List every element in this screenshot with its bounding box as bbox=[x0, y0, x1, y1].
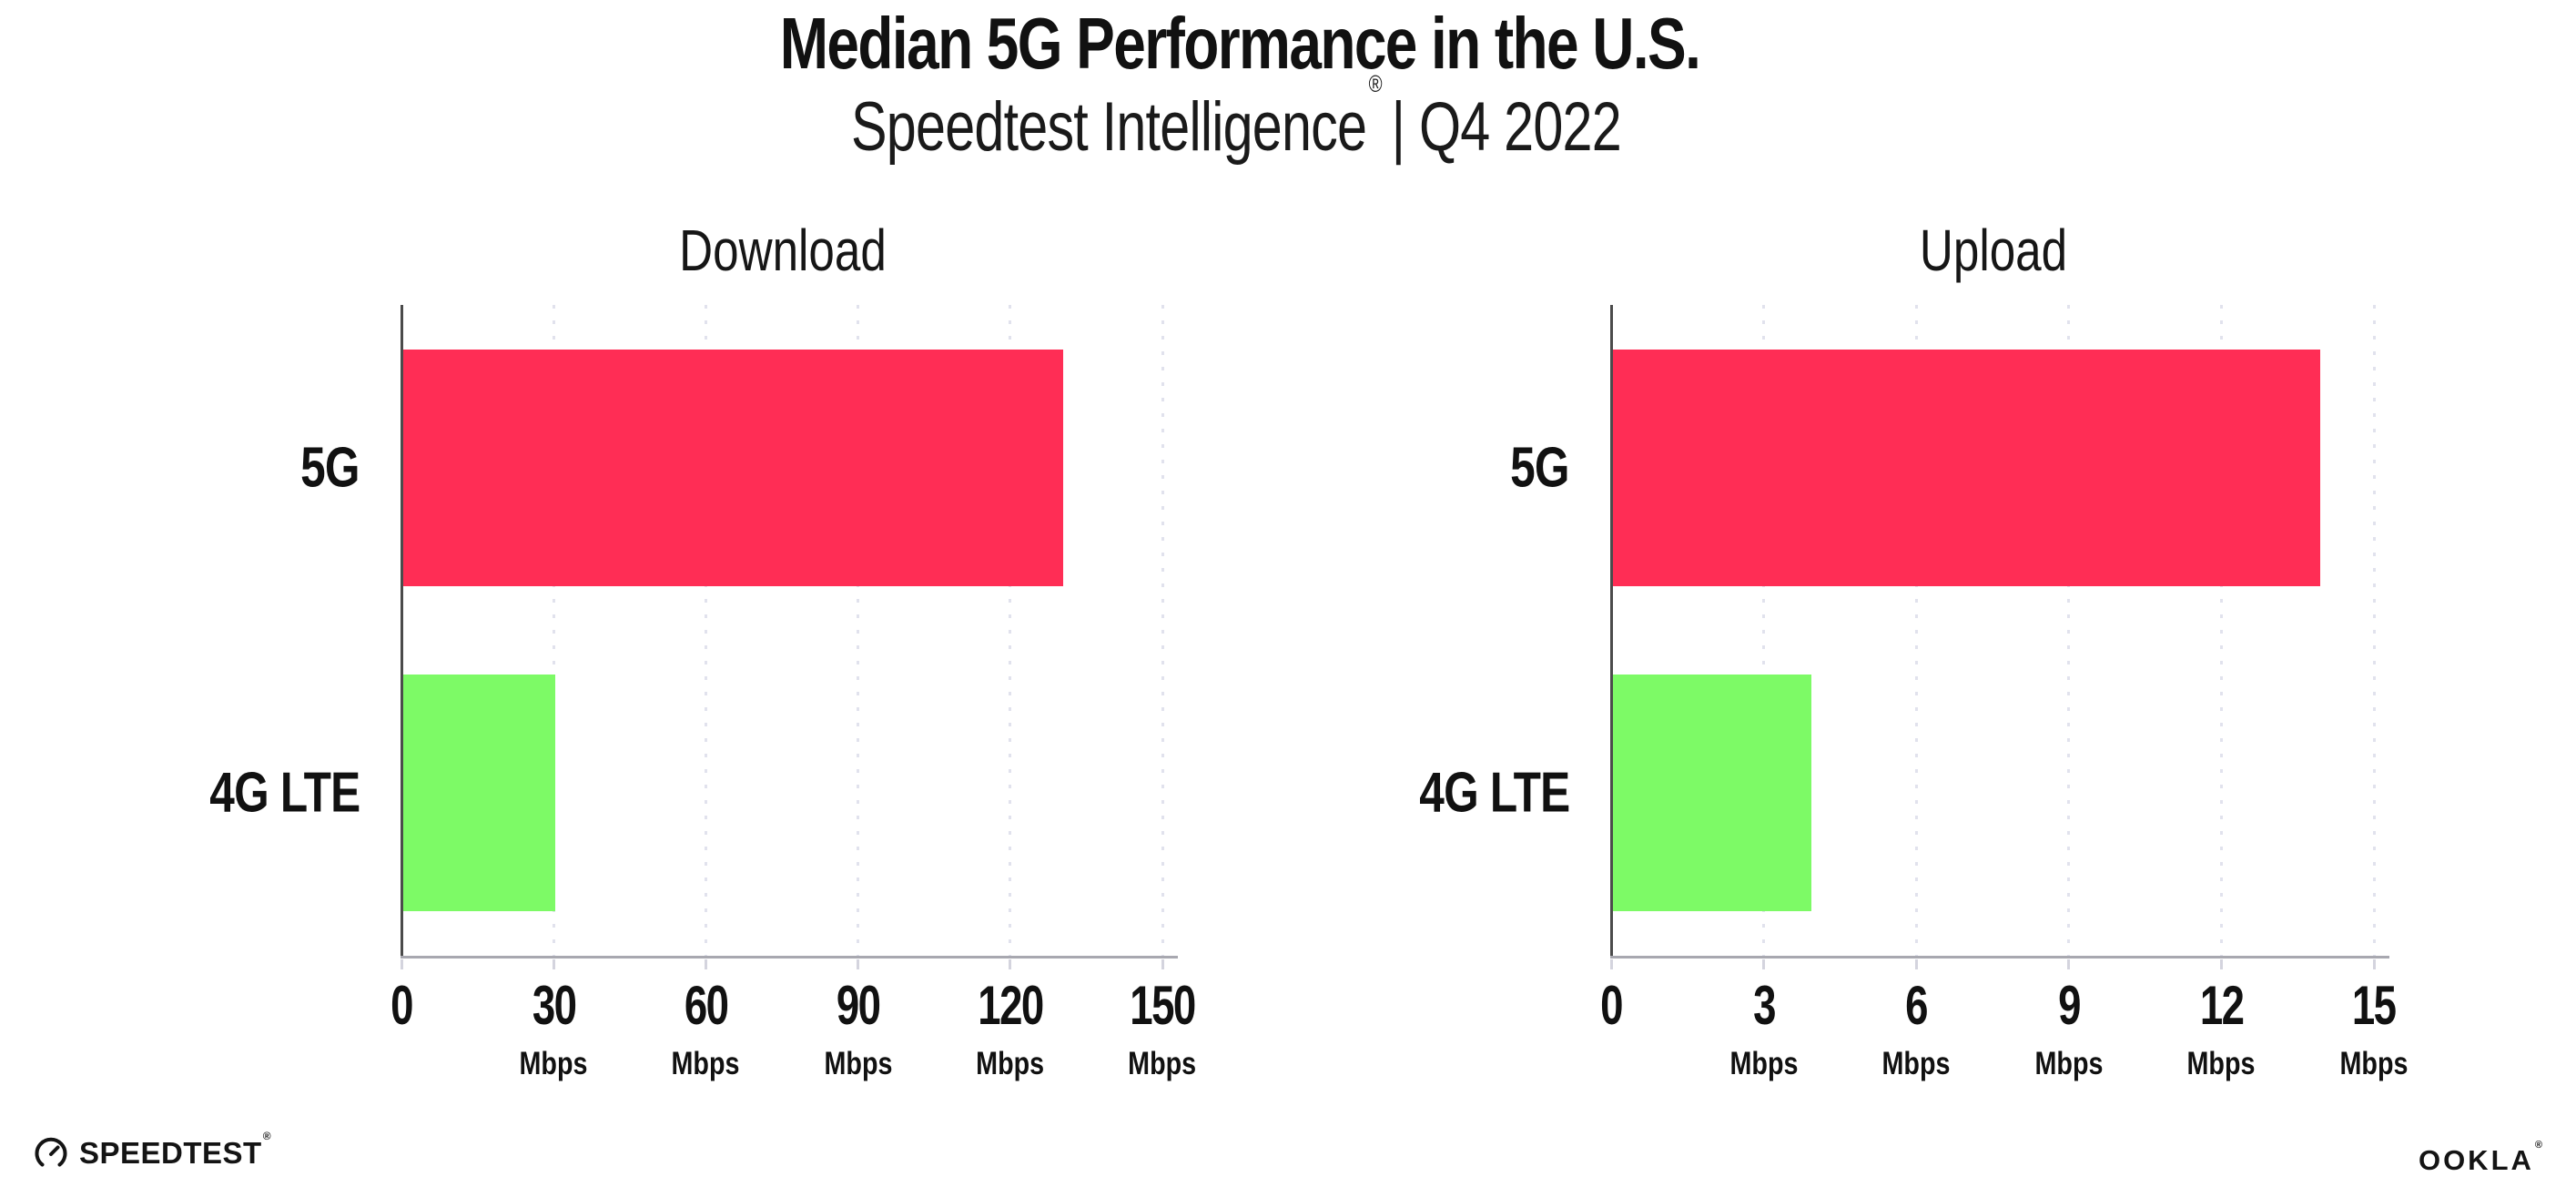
bar-5g bbox=[403, 349, 1063, 586]
tick-mark bbox=[2219, 959, 2223, 969]
gridline bbox=[2372, 305, 2376, 956]
tick-unit-label: Mbps bbox=[824, 1046, 893, 1081]
tick-mark bbox=[2067, 959, 2071, 969]
tick-value: 60 bbox=[684, 975, 729, 1036]
y-axis-line bbox=[401, 305, 403, 958]
category-label: 5G bbox=[1496, 435, 1569, 500]
tick-unit-label: Mbps bbox=[1128, 1046, 1197, 1081]
gridline bbox=[704, 305, 707, 956]
x-axis-line bbox=[1610, 956, 2389, 959]
tick-unit-label: Mbps bbox=[2339, 1046, 2409, 1081]
speedtest-logo-text: SPEEDTEST® bbox=[79, 1130, 271, 1171]
ookla-wordmark: OOKLA bbox=[2418, 1144, 2534, 1176]
tick-value: 30 bbox=[532, 975, 576, 1036]
download-plot-area: 0 30 Mbps 60 Mbps 90 Mbps 120 Mbps 150 Mbps 5G 4G LT… bbox=[209, 305, 1196, 1080]
tick-value: 9 bbox=[2057, 975, 2081, 1036]
category-label-text: 4G LTE bbox=[208, 761, 360, 825]
tick-value: 0 bbox=[1600, 975, 1623, 1036]
tick-value: 150 bbox=[1130, 975, 1196, 1036]
axis-tick-label: 0 bbox=[387, 979, 415, 1033]
axis-tick-label: 3 Mbps bbox=[1722, 979, 1805, 1080]
tick-mark bbox=[1009, 959, 1012, 969]
gridline bbox=[2219, 305, 2223, 956]
tick-value: 90 bbox=[836, 975, 881, 1036]
axis-tick-label: 0 bbox=[1597, 979, 1625, 1033]
category-label-text: 4G LTE bbox=[1418, 761, 1570, 825]
bar-4g-lte bbox=[1613, 675, 1811, 912]
tick-value: 120 bbox=[978, 975, 1044, 1036]
gridline bbox=[1914, 305, 1918, 956]
axis-tick-label: 15 Mbps bbox=[2332, 979, 2415, 1080]
upload-plot-area: 0 3 Mbps 6 Mbps 9 Mbps 12 Mbps 15 Mbps 5G 4G LTE bbox=[1419, 305, 2408, 1080]
subtitle-brand: Speedtest Intelligence bbox=[851, 88, 1367, 166]
subtitle-period: | Q4 2022 bbox=[1391, 88, 1622, 166]
tick-value: 6 bbox=[1905, 975, 1928, 1036]
tick-mark bbox=[1609, 959, 1613, 969]
figure-title: Median 5G Performance in the U.S. bbox=[779, 3, 1701, 84]
gridline bbox=[1009, 305, 1012, 956]
upload-chart-title: Upload bbox=[1919, 218, 2068, 283]
ookla-registered-mark: ® bbox=[2534, 1139, 2545, 1151]
tick-mark bbox=[704, 959, 707, 969]
tick-value: 3 bbox=[1752, 975, 1776, 1036]
tick-mark bbox=[552, 959, 555, 969]
category-label: 4G LTE bbox=[172, 761, 360, 826]
axis-tick-label: 9 Mbps bbox=[2027, 979, 2110, 1080]
axis-tick-label: 6 Mbps bbox=[1874, 979, 1957, 1080]
x-axis-line bbox=[401, 956, 1178, 959]
category-label: 4G LTE bbox=[1382, 761, 1570, 826]
figure-subtitle: Speedtest Intelligence® | Q4 2022 bbox=[851, 70, 1622, 167]
category-label-text: 5G bbox=[1510, 436, 1569, 500]
axis-tick-label: 150 Mbps bbox=[1120, 979, 1205, 1080]
tick-value: 15 bbox=[2352, 975, 2397, 1036]
tick-unit-label: Mbps bbox=[2186, 1046, 2256, 1081]
speedtest-wordmark: SPEEDTEST bbox=[79, 1136, 262, 1170]
tick-mark bbox=[857, 959, 860, 969]
ookla-logo: OOKLA® bbox=[2418, 1140, 2545, 1177]
bar-4g-lte bbox=[403, 675, 556, 912]
speedtest-logo: SPEEDTEST® bbox=[33, 1130, 271, 1172]
tick-mark bbox=[1762, 959, 1766, 969]
tick-mark bbox=[1161, 959, 1164, 969]
speedtest-registered-mark: ® bbox=[262, 1130, 272, 1142]
tick-unit-label: Mbps bbox=[671, 1046, 740, 1081]
download-chart-title: Download bbox=[679, 218, 887, 283]
axis-tick-label: 30 Mbps bbox=[512, 979, 594, 1080]
gridline bbox=[552, 305, 555, 956]
tick-unit-label: Mbps bbox=[519, 1046, 588, 1081]
category-label: 5G bbox=[286, 435, 360, 500]
tick-value: 0 bbox=[390, 975, 413, 1036]
gauge-icon bbox=[33, 1135, 69, 1172]
tick-mark bbox=[1914, 959, 1918, 969]
tick-unit-label: Mbps bbox=[2034, 1046, 2104, 1081]
gridline bbox=[2067, 305, 2071, 956]
category-label-text: 5G bbox=[300, 436, 360, 500]
axis-tick-label: 90 Mbps bbox=[816, 979, 899, 1080]
tick-unit-label: Mbps bbox=[1729, 1046, 1799, 1081]
gridline bbox=[1161, 305, 1164, 956]
tick-mark bbox=[2372, 959, 2376, 969]
y-axis-line bbox=[1610, 305, 1613, 958]
tick-value: 12 bbox=[2199, 975, 2245, 1036]
axis-tick-label: 12 Mbps bbox=[2180, 979, 2263, 1080]
tick-mark bbox=[400, 959, 403, 969]
bar-5g bbox=[1613, 349, 2320, 586]
registered-trademark-mark: ® bbox=[1368, 69, 1383, 97]
gridline bbox=[857, 305, 860, 956]
axis-tick-label: 60 Mbps bbox=[664, 979, 747, 1080]
tick-unit-label: Mbps bbox=[976, 1046, 1045, 1081]
axis-tick-label: 120 Mbps bbox=[968, 979, 1053, 1080]
gridline bbox=[1762, 305, 1766, 956]
tick-unit-label: Mbps bbox=[1881, 1046, 1951, 1081]
